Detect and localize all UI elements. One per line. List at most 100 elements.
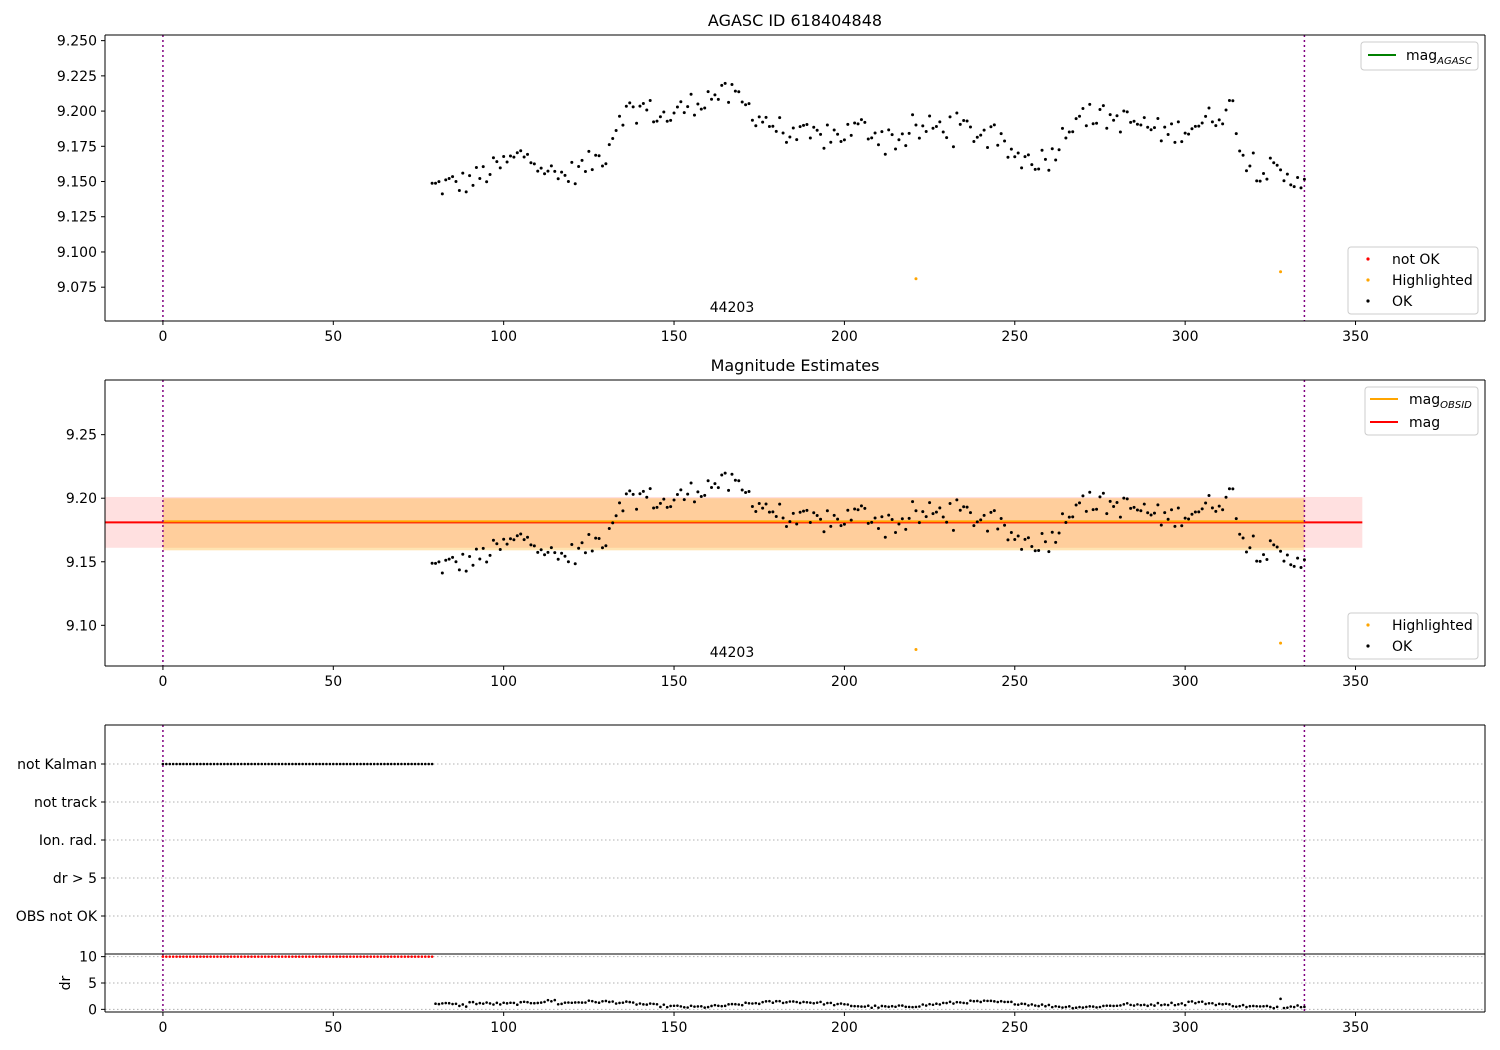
- p4-dr-point: [809, 1001, 812, 1004]
- p4-dr-point: [771, 1001, 775, 1005]
- p4-dr-point: [710, 1004, 713, 1008]
- p4-dr-point: [1292, 1005, 1296, 1009]
- p1-ok-point: [481, 165, 485, 169]
- p4-not-ok-point: [219, 955, 223, 958]
- p4-dr-point: [935, 1002, 938, 1005]
- p1-ok-point: [461, 171, 465, 175]
- p3-not-kalman-point: [239, 762, 243, 766]
- p2-ok-point: [856, 508, 860, 512]
- p1-ok-point: [992, 123, 996, 127]
- p4-dr-point: [836, 1002, 839, 1006]
- p3-not-kalman-point: [325, 762, 328, 766]
- p2-ok-point: [536, 550, 540, 554]
- p1-x-tick-label: 250: [1001, 329, 1028, 345]
- p4-dr-point: [652, 1002, 655, 1006]
- p4-dr-point: [914, 1005, 918, 1009]
- p1-ok-point: [911, 113, 915, 117]
- p2-ok-point: [1244, 550, 1248, 554]
- p4-dr-point: [1153, 1004, 1156, 1007]
- p1-ok-point: [1026, 153, 1030, 157]
- p4-dr-point: [584, 1001, 587, 1004]
- p2-ok-point: [928, 501, 932, 505]
- p3-not-kalman-point: [209, 762, 212, 766]
- p1-ok-point: [526, 152, 530, 156]
- p4-not-ok-point: [325, 955, 328, 958]
- p2-ok-point: [767, 510, 771, 514]
- p4-not-ok-point: [427, 955, 431, 958]
- p1-ok-point: [474, 166, 478, 170]
- p4-dr-point: [1139, 1003, 1143, 1007]
- p4-dr-point: [454, 1002, 458, 1006]
- p2-ok-point: [635, 507, 639, 511]
- p2-ok-point: [1275, 545, 1279, 549]
- p1-ok-point: [1125, 110, 1129, 114]
- p1-ok-point: [478, 176, 482, 180]
- p1-ok-point: [951, 145, 955, 149]
- p4-dr-point: [1200, 1000, 1204, 1003]
- p2-ok-point: [897, 522, 901, 526]
- p1-x-tick-label: 300: [1172, 329, 1199, 345]
- p4-dr-point: [1030, 1003, 1034, 1006]
- p4-dr-point: [597, 1001, 601, 1005]
- p4-dr-point: [737, 1003, 741, 1006]
- p2-ok-point: [1013, 537, 1017, 541]
- p2-ok-point: [1299, 566, 1303, 570]
- p1-ok-point: [846, 122, 850, 126]
- p4-dr-point: [451, 1002, 454, 1006]
- p1-ok-point: [699, 107, 703, 111]
- p2-ok-point: [982, 513, 986, 517]
- p4-dr-point: [757, 1002, 761, 1006]
- p4-not-ok-point: [338, 955, 342, 958]
- p4-not-ok-point: [308, 955, 311, 958]
- p4-dr-point: [734, 1002, 737, 1006]
- p4-dr-point: [785, 1001, 788, 1004]
- p4-dr-point: [1020, 1002, 1023, 1006]
- p4-not-ok-point: [328, 955, 332, 958]
- p4-dr-point: [965, 1001, 969, 1005]
- p2-ok-point: [1135, 508, 1139, 512]
- p4-dr-point: [1251, 1004, 1255, 1008]
- p1-ok-point: [519, 149, 523, 153]
- p4-dr-point: [993, 1000, 996, 1003]
- p2-ok-point: [1190, 512, 1194, 516]
- p2-ok-point: [1170, 508, 1174, 512]
- p3-not-kalman-point: [192, 762, 195, 766]
- p2-ok-point: [1251, 534, 1255, 538]
- p1-ok-point: [1248, 164, 1252, 168]
- p2-ok-point: [652, 506, 656, 510]
- p2-ok-point: [771, 510, 775, 514]
- p2-ok-point: [1285, 553, 1289, 557]
- p1-ok-point: [549, 164, 553, 168]
- p4-not-ok-point: [417, 955, 420, 958]
- p4-dr-point: [860, 1005, 863, 1008]
- p1-ok-point: [444, 178, 448, 182]
- p4-dr-point: [1217, 1002, 1221, 1006]
- p2-ok-point: [546, 550, 550, 554]
- p1-ok-point: [464, 190, 468, 194]
- p3-not-kalman-point: [175, 762, 178, 766]
- p4-dr-point: [1211, 1001, 1214, 1005]
- p4-dr-point: [1003, 1000, 1006, 1004]
- p4-dr-point: [982, 999, 986, 1002]
- p1-ok-point: [1016, 151, 1020, 155]
- p3-not-kalman-point: [219, 762, 223, 766]
- p2-ok-point: [832, 513, 836, 517]
- p4-dr-point: [659, 1005, 662, 1009]
- p1-ok-point: [876, 143, 880, 147]
- p3-not-kalman-point: [243, 762, 247, 766]
- p4-dr-point: [563, 1001, 567, 1004]
- p4-dr-point: [1050, 1005, 1054, 1009]
- p4-dr-point: [447, 1001, 451, 1005]
- p2-ok-point: [628, 489, 632, 493]
- p4-dr-point: [1204, 1002, 1207, 1006]
- p1-ok-point: [1173, 140, 1177, 144]
- p4-dr-point: [747, 1002, 751, 1005]
- p1-ok-point: [1033, 167, 1037, 171]
- p1-legend-marker: [1366, 257, 1370, 261]
- p2-mag-obsid-band: [162, 498, 1305, 551]
- p4-dr-point: [955, 1000, 959, 1004]
- p4-dr-point: [1187, 1000, 1190, 1004]
- p4-dr-point: [556, 1002, 560, 1006]
- p4-dr-point: [1241, 1003, 1245, 1007]
- p2-ok-point: [781, 516, 785, 520]
